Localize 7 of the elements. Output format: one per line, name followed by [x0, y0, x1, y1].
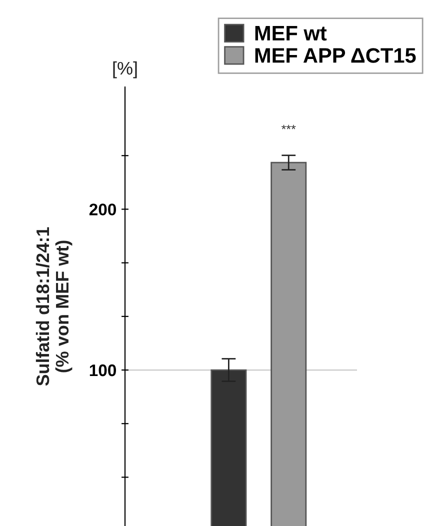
y-tick-label: 100	[90, 364, 116, 376]
annotation: ***	[282, 124, 296, 130]
legend-label: MEF APP ΔCT15	[255, 48, 416, 63]
legend-label: MEF wt	[255, 26, 327, 41]
y-axis-title: Sulfatid d18:1/24:1 (% von MEF wt)	[36, 227, 72, 386]
text: [%]	[113, 61, 137, 78]
y-tick-label: 200	[89, 204, 116, 216]
